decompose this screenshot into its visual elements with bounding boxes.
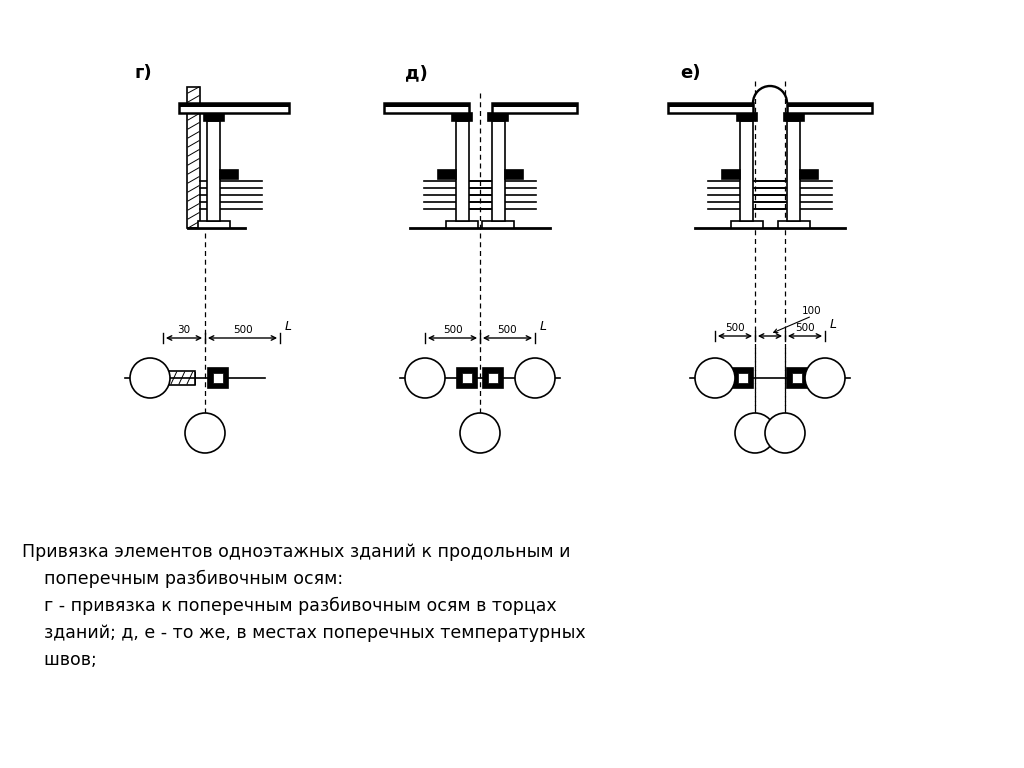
Circle shape [765,413,805,453]
Bar [740,121,753,221]
Bar [492,103,577,113]
Text: поперечным разбивочным осям:: поперечным разбивочным осям: [22,570,343,588]
Bar [204,113,223,121]
Bar [787,121,800,221]
Text: 500: 500 [232,325,252,335]
Bar [730,221,763,228]
Circle shape [406,358,445,398]
Bar [787,103,872,113]
Text: 500: 500 [498,325,517,335]
Bar [483,368,503,388]
Text: зданий; д, е - то же, в местах поперечных температурных: зданий; д, е - то же, в местах поперечны… [22,624,586,642]
Circle shape [695,358,735,398]
Bar [187,87,200,228]
Bar [457,368,477,388]
Circle shape [515,358,555,398]
Bar [800,170,818,179]
Text: 500: 500 [725,323,744,333]
Text: 30: 30 [177,325,190,335]
Bar [787,103,872,107]
Bar [198,221,229,228]
Text: 100: 100 [802,306,822,316]
Bar [777,221,810,228]
Bar [668,103,753,113]
Text: L: L [540,320,547,333]
Text: L: L [830,318,837,331]
Bar [155,371,195,385]
Bar [783,113,804,121]
Bar [792,373,802,383]
Bar [446,221,478,228]
Bar [738,373,748,383]
Bar [456,121,469,221]
Bar [208,368,228,388]
Circle shape [130,358,170,398]
Bar [178,103,289,107]
Text: г): г) [135,64,153,82]
Bar [492,121,505,221]
Circle shape [805,358,845,398]
Bar [492,103,577,107]
Text: L: L [285,320,292,333]
Bar [668,103,753,107]
Text: д): д) [406,64,428,82]
Bar [384,103,469,113]
Bar [488,113,508,121]
Bar [733,368,753,388]
Bar [384,103,469,107]
Circle shape [185,413,225,453]
Bar [482,221,514,228]
Text: 500: 500 [442,325,462,335]
Bar [437,170,456,179]
Text: Привязка элементов одноэтажных зданий к продольным и: Привязка элементов одноэтажных зданий к … [22,543,570,561]
Bar [787,368,807,388]
Bar [505,170,522,179]
Bar [213,373,223,383]
Circle shape [735,413,775,453]
Bar [178,103,289,113]
Text: 500: 500 [796,323,815,333]
Bar [736,113,757,121]
Bar [452,113,472,121]
Text: е): е) [680,64,700,82]
Text: г - привязка к поперечным разбивочным осям в торцах: г - привязка к поперечным разбивочным ос… [22,597,557,615]
Circle shape [460,413,500,453]
Bar [462,373,472,383]
Bar [207,121,220,221]
Bar [488,373,498,383]
Bar [220,170,238,179]
Text: швов;: швов; [22,651,96,669]
Bar [722,170,740,179]
